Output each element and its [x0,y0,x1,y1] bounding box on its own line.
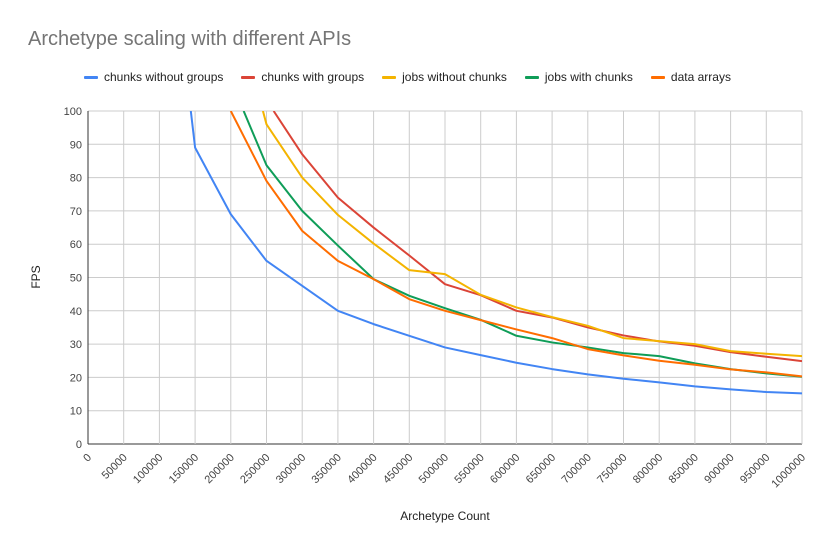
y-axis-title: FPS [29,265,43,288]
y-tick-label: 90 [70,139,82,151]
x-tick-label: 500000 [417,452,451,486]
y-tick-label: 50 [70,273,82,285]
legend-swatch [382,75,397,79]
y-tick-label: 80 [70,173,82,185]
x-tick-label: 450000 [381,452,415,486]
legend-label: jobs without chunks [402,70,507,84]
x-tick-label: 50000 [100,452,130,482]
legend-swatch [524,75,539,79]
series-line [272,111,802,363]
x-axis-title: Archetype Count [400,509,490,523]
x-tick-label: 950000 [738,452,772,486]
y-tick-label: 0 [76,439,82,451]
x-tick-label: 600000 [488,452,522,486]
x-tick-label: 200000 [202,452,236,486]
y-tick-label: 30 [70,339,82,351]
series-line [261,111,802,358]
x-tick-label: 750000 [595,452,629,486]
series-line [229,111,802,378]
x-tick-label: 700000 [559,452,593,486]
x-tick-label: 250000 [238,452,272,486]
x-tick-label: 1000000 [769,452,808,491]
x-tick-label: 0 [81,452,94,465]
x-tick-labels: 0 50000 100000 150000 200000 250000 300000 3500… [81,452,808,491]
x-tick-label: 650000 [524,452,558,486]
x-tick-label: 900000 [702,452,736,486]
y-tick-label: 60 [70,239,82,251]
legend-label: jobs with chunks [544,70,633,84]
legend-swatch [241,75,256,79]
grid-lines [87,110,803,445]
x-tick-label: 400000 [345,452,379,486]
y-tick-label: 10 [70,406,82,418]
legend: chunks without groups chunks with groups j… [84,70,749,84]
x-tick-label: 550000 [452,452,486,486]
y-tick-label: 40 [70,306,82,318]
legend-swatch [650,75,665,79]
legend-label: chunks without groups [104,70,224,84]
legend-item: data arrays [650,70,731,84]
y-tick-label: 70 [70,206,82,218]
legend-item: chunks without groups [84,70,223,84]
legend-item: jobs with chunks [524,70,633,84]
legend-label: chunks with groups [261,70,365,84]
y-tick-labels: 0 10 20 30 40 50 60 70 80 90 100 [64,106,82,451]
legend-item: chunks with groups [241,70,364,84]
legend-item: jobs without chunks [382,70,507,84]
x-tick-label: 150000 [167,452,201,486]
x-tick-label: 800000 [631,452,665,486]
x-tick-label: 300000 [274,452,308,486]
x-tick-label: 350000 [310,452,344,486]
x-tick-label: 100000 [131,452,165,486]
legend-label: data arrays [670,70,731,84]
y-tick-label: 100 [64,106,82,118]
series-lines [189,111,802,395]
x-tick-label: 850000 [667,452,701,486]
y-tick-label: 20 [70,372,82,384]
legend-swatch [84,75,98,79]
series-line [189,111,802,395]
chart-title: Archetype scaling with different APIs [28,28,352,50]
